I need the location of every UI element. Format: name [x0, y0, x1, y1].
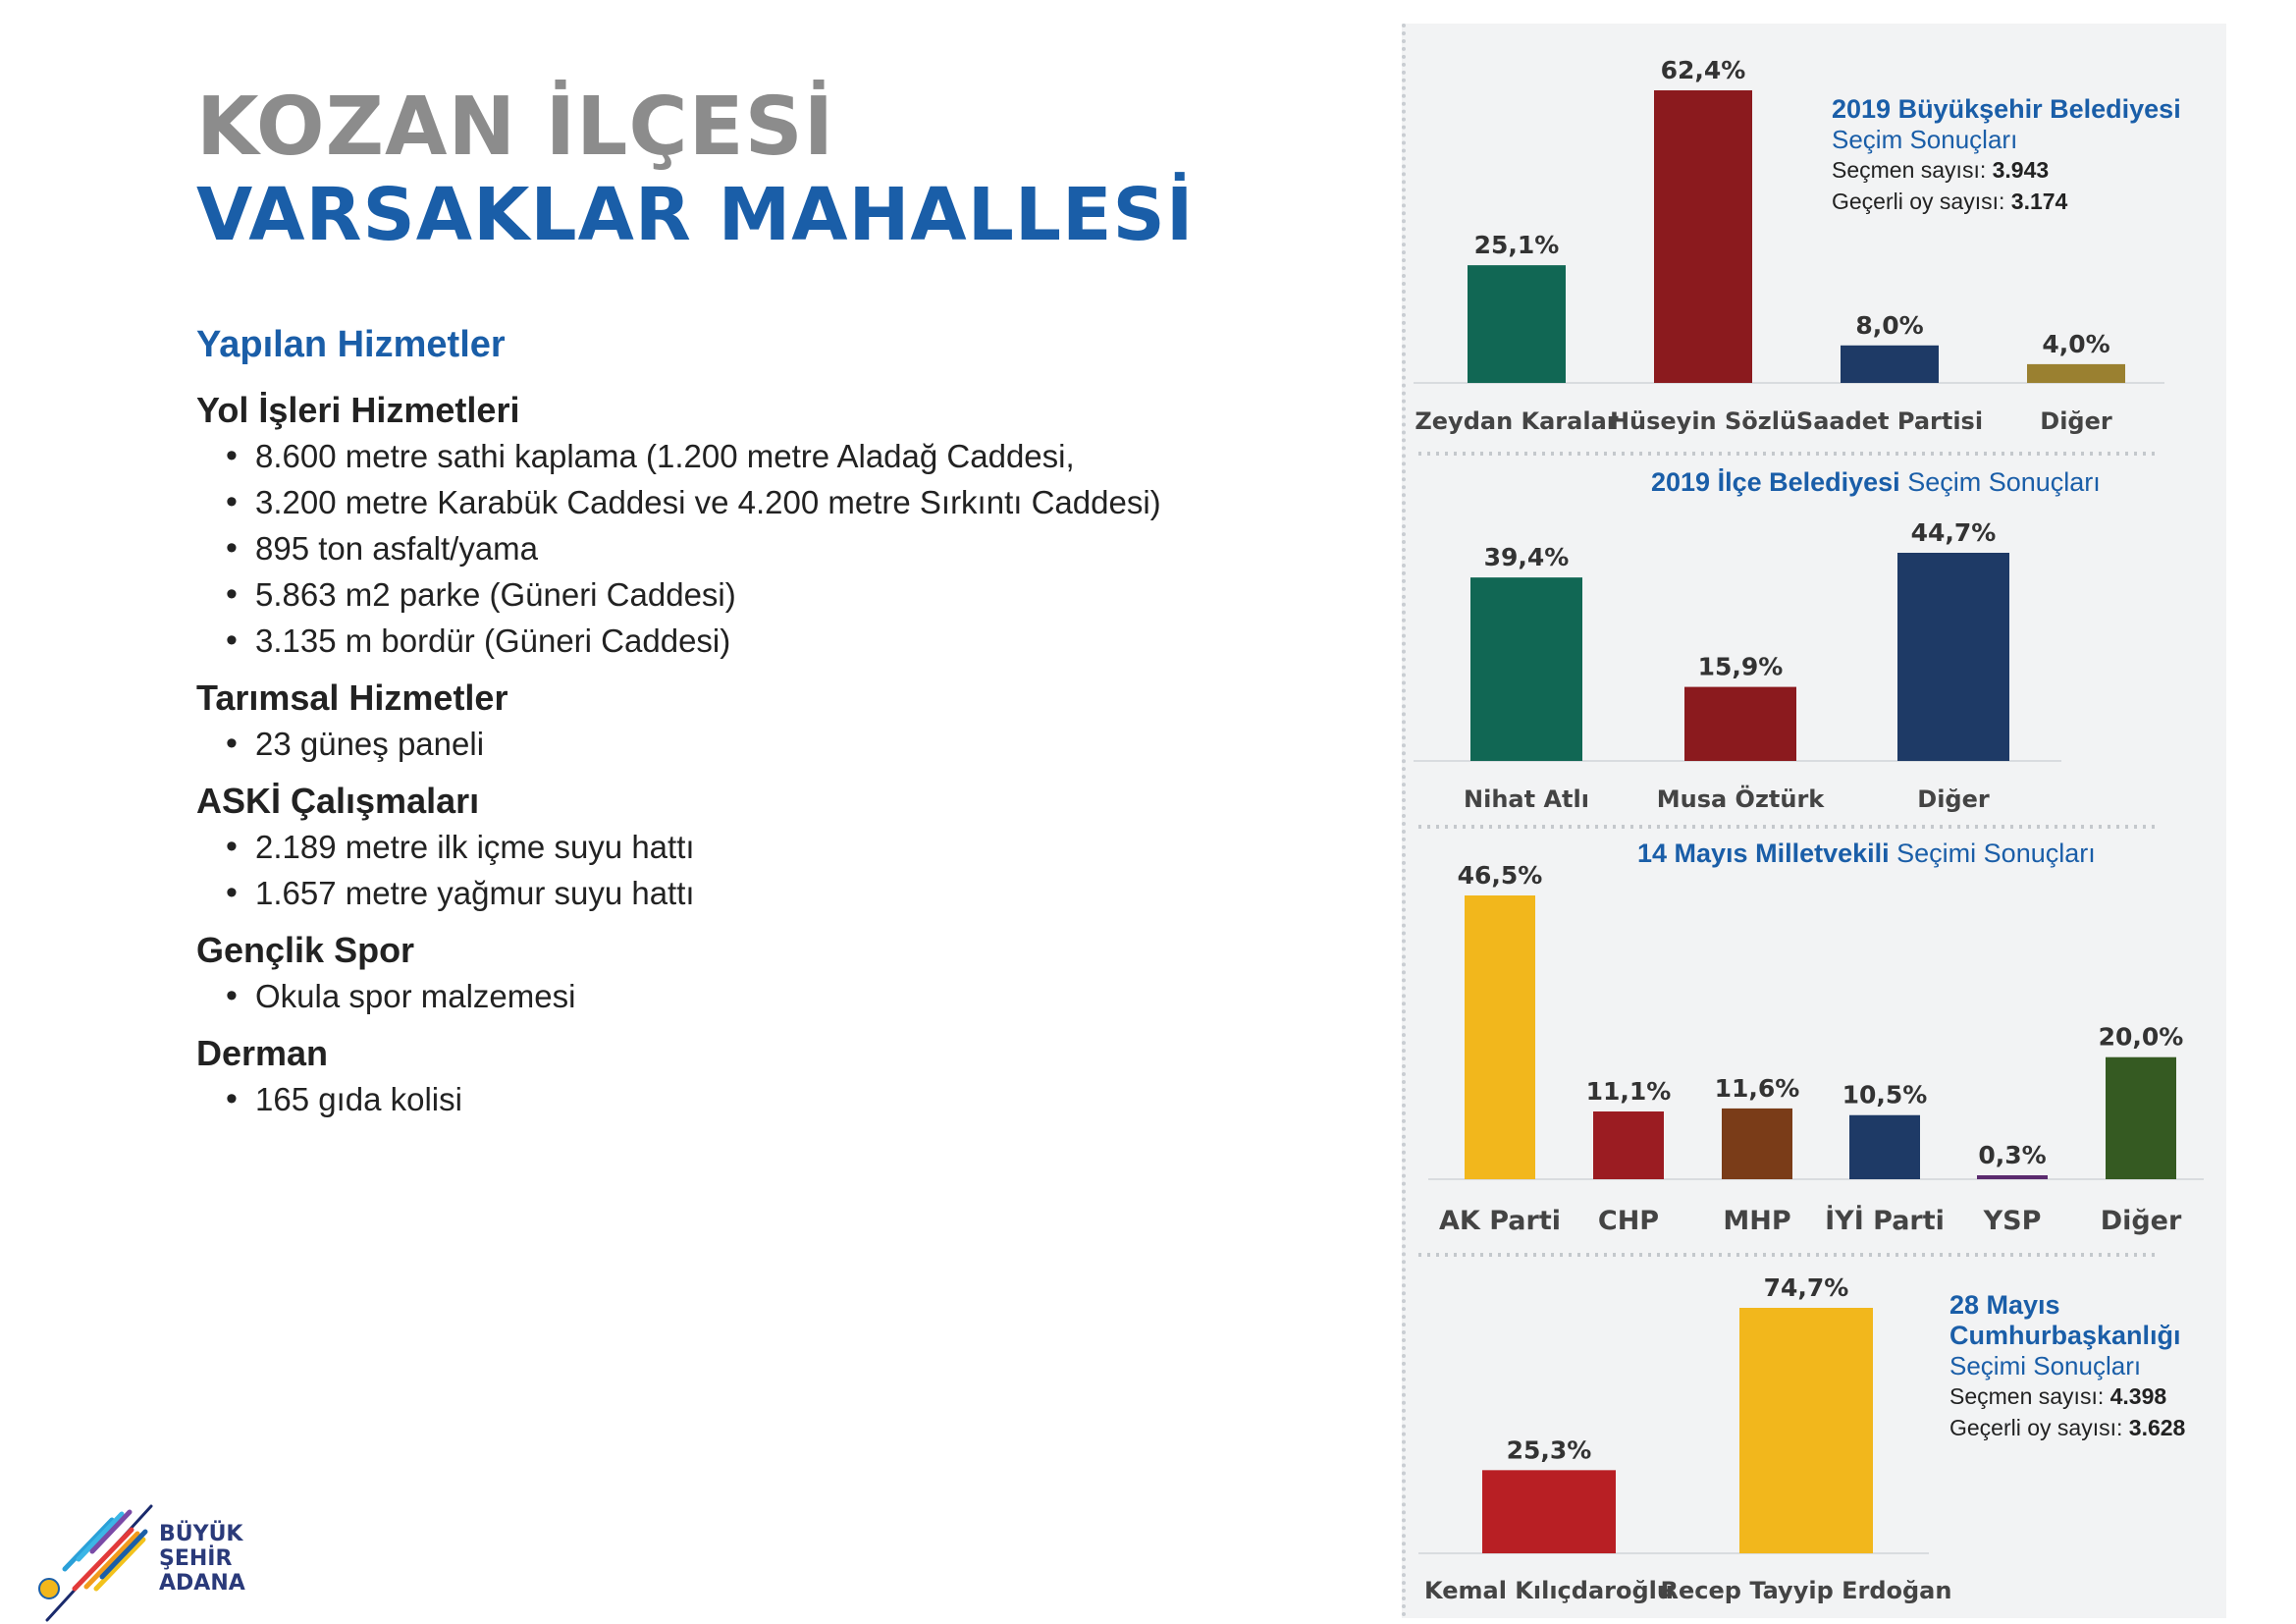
- list-item: 895 ton asfalt/yama: [226, 525, 1325, 571]
- logo-line: BÜYÜK: [159, 1522, 243, 1546]
- chart4-bar: [1739, 1308, 1873, 1553]
- chart2-subtitle: Seçim Sonuçları: [1907, 467, 2101, 497]
- buyuksehir-adana-logo: [38, 1504, 153, 1622]
- section-title: ASKİ Çalışmaları: [196, 781, 480, 821]
- chart3-bar: [1849, 1114, 1920, 1179]
- voters-value: 3.943: [1992, 157, 2050, 183]
- chart1-value-label: 4,0%: [2042, 330, 2109, 358]
- chart3-value-label: 46,5%: [1458, 861, 1543, 890]
- list-item: 165 gıda kolisi: [226, 1076, 1325, 1122]
- chart4-subtitle: Seçimi Sonuçları: [1949, 1351, 2142, 1380]
- chart4-valid: Geçerli oy sayısı: 3.628: [1949, 1412, 2205, 1443]
- section-aski: ASKİ Çalışmaları 2.189 metre ilk içme su…: [196, 779, 1325, 916]
- voters-value: 4.398: [2109, 1383, 2167, 1409]
- chart1-title: 2019 Büyükşehir Belediyesi: [1832, 94, 2181, 124]
- list-item: 5.863 m2 parke (Güneri Caddesi): [226, 571, 1325, 618]
- chart2-value-label: 39,4%: [1484, 543, 1570, 571]
- chart1-category-label: Diğer: [2040, 407, 2112, 435]
- district-title: KOZAN İLÇESİ: [196, 81, 835, 174]
- chart3-category-label: Diğer: [2101, 1206, 2182, 1236]
- chart1-subtitle: Seçim Sonuçları: [1832, 125, 2018, 154]
- section-title: Derman: [196, 1033, 329, 1073]
- chart3-bar: [1593, 1111, 1664, 1179]
- chart4-value-label: 25,3%: [1507, 1435, 1592, 1464]
- chart2-bar: [1684, 686, 1796, 761]
- chart4-value-label: 74,7%: [1764, 1273, 1849, 1302]
- list-item: Okula spor malzemesi: [226, 973, 1325, 1019]
- chart4-category-label: Recep Tayyip Erdoğan: [1661, 1577, 1952, 1604]
- list-item: 23 güneş paneli: [226, 721, 1325, 767]
- chart3-subtitle: Seçimi Sonuçları: [1896, 839, 2096, 868]
- chart1-valid: Geçerli oy sayısı: 3.174: [1832, 186, 2181, 217]
- chart3-category-label: İYİ Parti: [1825, 1205, 1945, 1236]
- chart1-bar: [2027, 363, 2125, 383]
- chart3-category-label: YSP: [1983, 1206, 2042, 1236]
- neighborhood-title: VARSAKLAR MAHALLESİ: [196, 173, 1195, 257]
- chart3-value-label: 10,5%: [1842, 1081, 1928, 1110]
- services-block: Yapılan Hizmetler Yol İşleri Hizmetleri …: [196, 324, 1325, 1134]
- section-title: Gençlik Spor: [196, 930, 415, 970]
- chart2-title: 2019 İlçe Belediyesi: [1651, 467, 1900, 497]
- list-item-continuation: 3.200 metre Karabük Caddesi ve 4.200 met…: [226, 479, 1325, 525]
- chart3-category-label: CHP: [1598, 1206, 1659, 1236]
- section-agriculture: Tarımsal Hizmetler 23 güneş paneli: [196, 676, 1325, 767]
- chart3-value-label: 11,1%: [1586, 1077, 1672, 1106]
- chart1-info: 2019 Büyükşehir Belediyesi Seçim Sonuçla…: [1832, 94, 2181, 217]
- list-item: 8.600 metre sathi kaplama (1.200 metre A…: [226, 433, 1325, 479]
- section-road-works: Yol İşleri Hizmetleri 8.600 metre sathi …: [196, 388, 1325, 664]
- chart3-title-line: 14 Mayıs Milletvekili Seçimi Sonuçları: [1637, 839, 2096, 869]
- list-item: 3.135 m bordür (Güneri Caddesi): [226, 618, 1325, 664]
- valid-value: 3.174: [2010, 189, 2068, 214]
- logo-wordmark: BÜYÜK ŞEHİR ADANA: [159, 1522, 245, 1596]
- logo-line: ADANA: [159, 1571, 245, 1596]
- chart3-bar: [1465, 895, 1535, 1179]
- chart1-bar: [1654, 90, 1752, 383]
- chart3-value-label: 0,3%: [1978, 1141, 2046, 1169]
- section-title: Yol İşleri Hizmetleri: [196, 390, 520, 430]
- chart3-category-label: MHP: [1723, 1206, 1790, 1236]
- chart1-voters: Seçmen sayısı: 3.943: [1832, 154, 2181, 186]
- chart3-bar: [1977, 1175, 2048, 1179]
- chart3-bar: [2106, 1056, 2176, 1179]
- section-youth-sports: Gençlik Spor Okula spor malzemesi: [196, 928, 1325, 1019]
- chart3-value-label: 11,6%: [1715, 1074, 1800, 1103]
- chart2-category-label: Musa Öztürk: [1657, 784, 1826, 813]
- section-title: Tarımsal Hizmetler: [196, 677, 508, 718]
- chart2-title-line: 2019 İlçe Belediyesi Seçim Sonuçları: [1651, 467, 2101, 498]
- chart3-value-label: 20,0%: [2099, 1023, 2184, 1052]
- chart1-bar: [1468, 265, 1566, 383]
- valid-label: Geçerli oy sayısı:: [1949, 1415, 2123, 1440]
- chart2-bar: [1470, 577, 1582, 761]
- valid-label: Geçerli oy sayısı:: [1832, 189, 2005, 214]
- chart2-category-label: Diğer: [1917, 785, 1990, 813]
- chart1-category-label: Hüseyin Sözlü: [1610, 407, 1796, 435]
- voters-label: Seçmen sayısı:: [1832, 157, 1987, 183]
- chart4-info: 28 Mayıs Cumhurbaşkanlığı Seçimi Sonuçla…: [1949, 1290, 2205, 1443]
- chart1-category-label: Zeydan Karalar: [1415, 407, 1618, 435]
- list-item: 1.657 metre yağmur suyu hattı: [226, 870, 1325, 916]
- services-heading: Yapılan Hizmetler: [196, 324, 506, 365]
- voters-label: Seçmen sayısı:: [1949, 1383, 2105, 1409]
- chart4-title: 28 Mayıs Cumhurbaşkanlığı: [1949, 1290, 2181, 1350]
- valid-value: 3.628: [2128, 1415, 2186, 1440]
- chart1-value-label: 25,1%: [1474, 231, 1560, 259]
- chart3-category-label: AK Parti: [1439, 1206, 1561, 1236]
- chart4-voters: Seçmen sayısı: 4.398: [1949, 1380, 2205, 1412]
- chart3-title: 14 Mayıs Milletvekili: [1637, 839, 1890, 868]
- chart2-category-label: Nihat Atlı: [1464, 785, 1589, 813]
- chart1-value-label: 62,4%: [1661, 56, 1746, 84]
- logo-line: ŞEHİR: [159, 1546, 233, 1571]
- chart2-value-label: 15,9%: [1698, 653, 1784, 681]
- chart2-bar: [1897, 553, 2009, 761]
- chart2-value-label: 44,7%: [1911, 518, 1997, 547]
- chart1-bar: [1841, 345, 1939, 383]
- list-item: 2.189 metre ilk içme suyu hattı: [226, 824, 1325, 870]
- section-derman: Derman 165 gıda kolisi: [196, 1031, 1325, 1122]
- chart4-bar: [1482, 1470, 1616, 1553]
- chart3-bar: [1722, 1108, 1792, 1179]
- chart1-value-label: 8,0%: [1855, 311, 1923, 340]
- chart1-category-label: Saadet Partisi: [1796, 407, 1983, 435]
- chart4-category-label: Kemal Kılıçdaroğlu: [1424, 1577, 1674, 1604]
